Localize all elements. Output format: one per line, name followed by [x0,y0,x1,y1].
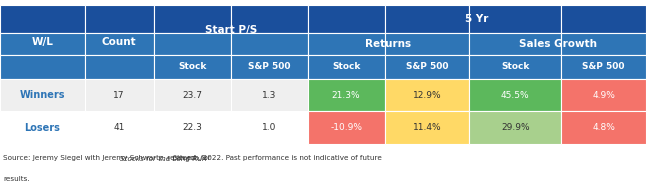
Bar [384,112,469,144]
Bar [0,55,85,79]
Bar [154,79,231,112]
Bar [0,112,85,144]
Bar [154,5,231,33]
Bar [0,79,85,112]
Text: Stock: Stock [332,62,360,71]
Text: Start P/S: Start P/S [205,25,257,35]
Text: Source: Jeremy Siegel with Jeremy Schwartz, research for: Source: Jeremy Siegel with Jeremy Schwar… [3,155,213,161]
Bar [469,5,561,33]
Bar [85,33,154,55]
Bar [231,5,307,33]
Text: results.: results. [3,176,30,182]
Bar [231,33,307,55]
Text: 21.3%: 21.3% [332,91,360,100]
Text: 22.3: 22.3 [182,123,202,132]
Bar [154,112,231,144]
Bar [307,112,384,144]
Bar [561,5,646,33]
Text: Stocks for the Long Run: Stocks for the Long Run [120,155,207,162]
Text: S&P 500: S&P 500 [248,62,291,71]
Text: , 6th ed., 2022. Past performance is not indicative of future: , 6th ed., 2022. Past performance is not… [167,155,381,161]
Text: 4.9%: 4.9% [592,91,615,100]
Text: 45.5%: 45.5% [501,91,530,100]
Text: Winners: Winners [19,90,65,100]
Bar [469,55,561,79]
Bar [154,55,231,79]
Text: 17: 17 [114,91,125,100]
Text: S&P 500: S&P 500 [583,62,625,71]
Bar [561,33,646,55]
Bar [231,112,307,144]
Text: Stock: Stock [501,62,530,71]
Bar [307,5,384,33]
Text: 29.9%: 29.9% [501,123,530,132]
Text: 1.3: 1.3 [262,91,276,100]
Text: Losers: Losers [25,123,60,133]
Bar [85,55,154,79]
Text: 41: 41 [114,123,125,132]
Text: 1.0: 1.0 [262,123,276,132]
Bar [384,79,469,112]
Text: Sales Growth: Sales Growth [519,39,596,49]
Bar [307,79,384,112]
Bar [307,33,384,55]
Bar [384,5,469,33]
Text: 23.7: 23.7 [182,91,202,100]
Bar [231,79,307,112]
Text: Count: Count [102,37,136,47]
Text: -10.9%: -10.9% [330,123,362,132]
Text: Stock: Stock [178,62,207,71]
Bar [85,5,154,33]
Bar [561,112,646,144]
Text: 4.8%: 4.8% [592,123,615,132]
Text: 12.9%: 12.9% [413,91,441,100]
Bar [469,33,561,55]
Bar [0,5,85,33]
Bar [231,55,307,79]
Text: Returns: Returns [365,39,412,49]
Text: 5 Yr: 5 Yr [465,14,488,24]
Bar [469,112,561,144]
Text: S&P 500: S&P 500 [406,62,448,71]
Text: 11.4%: 11.4% [413,123,441,132]
Bar [384,55,469,79]
Bar [85,79,154,112]
Bar [561,79,646,112]
Bar [0,33,85,55]
Bar [384,33,469,55]
Bar [154,33,231,55]
Bar [469,79,561,112]
Bar [561,55,646,79]
Bar [307,55,384,79]
Text: W/L: W/L [32,37,53,47]
Bar [85,112,154,144]
